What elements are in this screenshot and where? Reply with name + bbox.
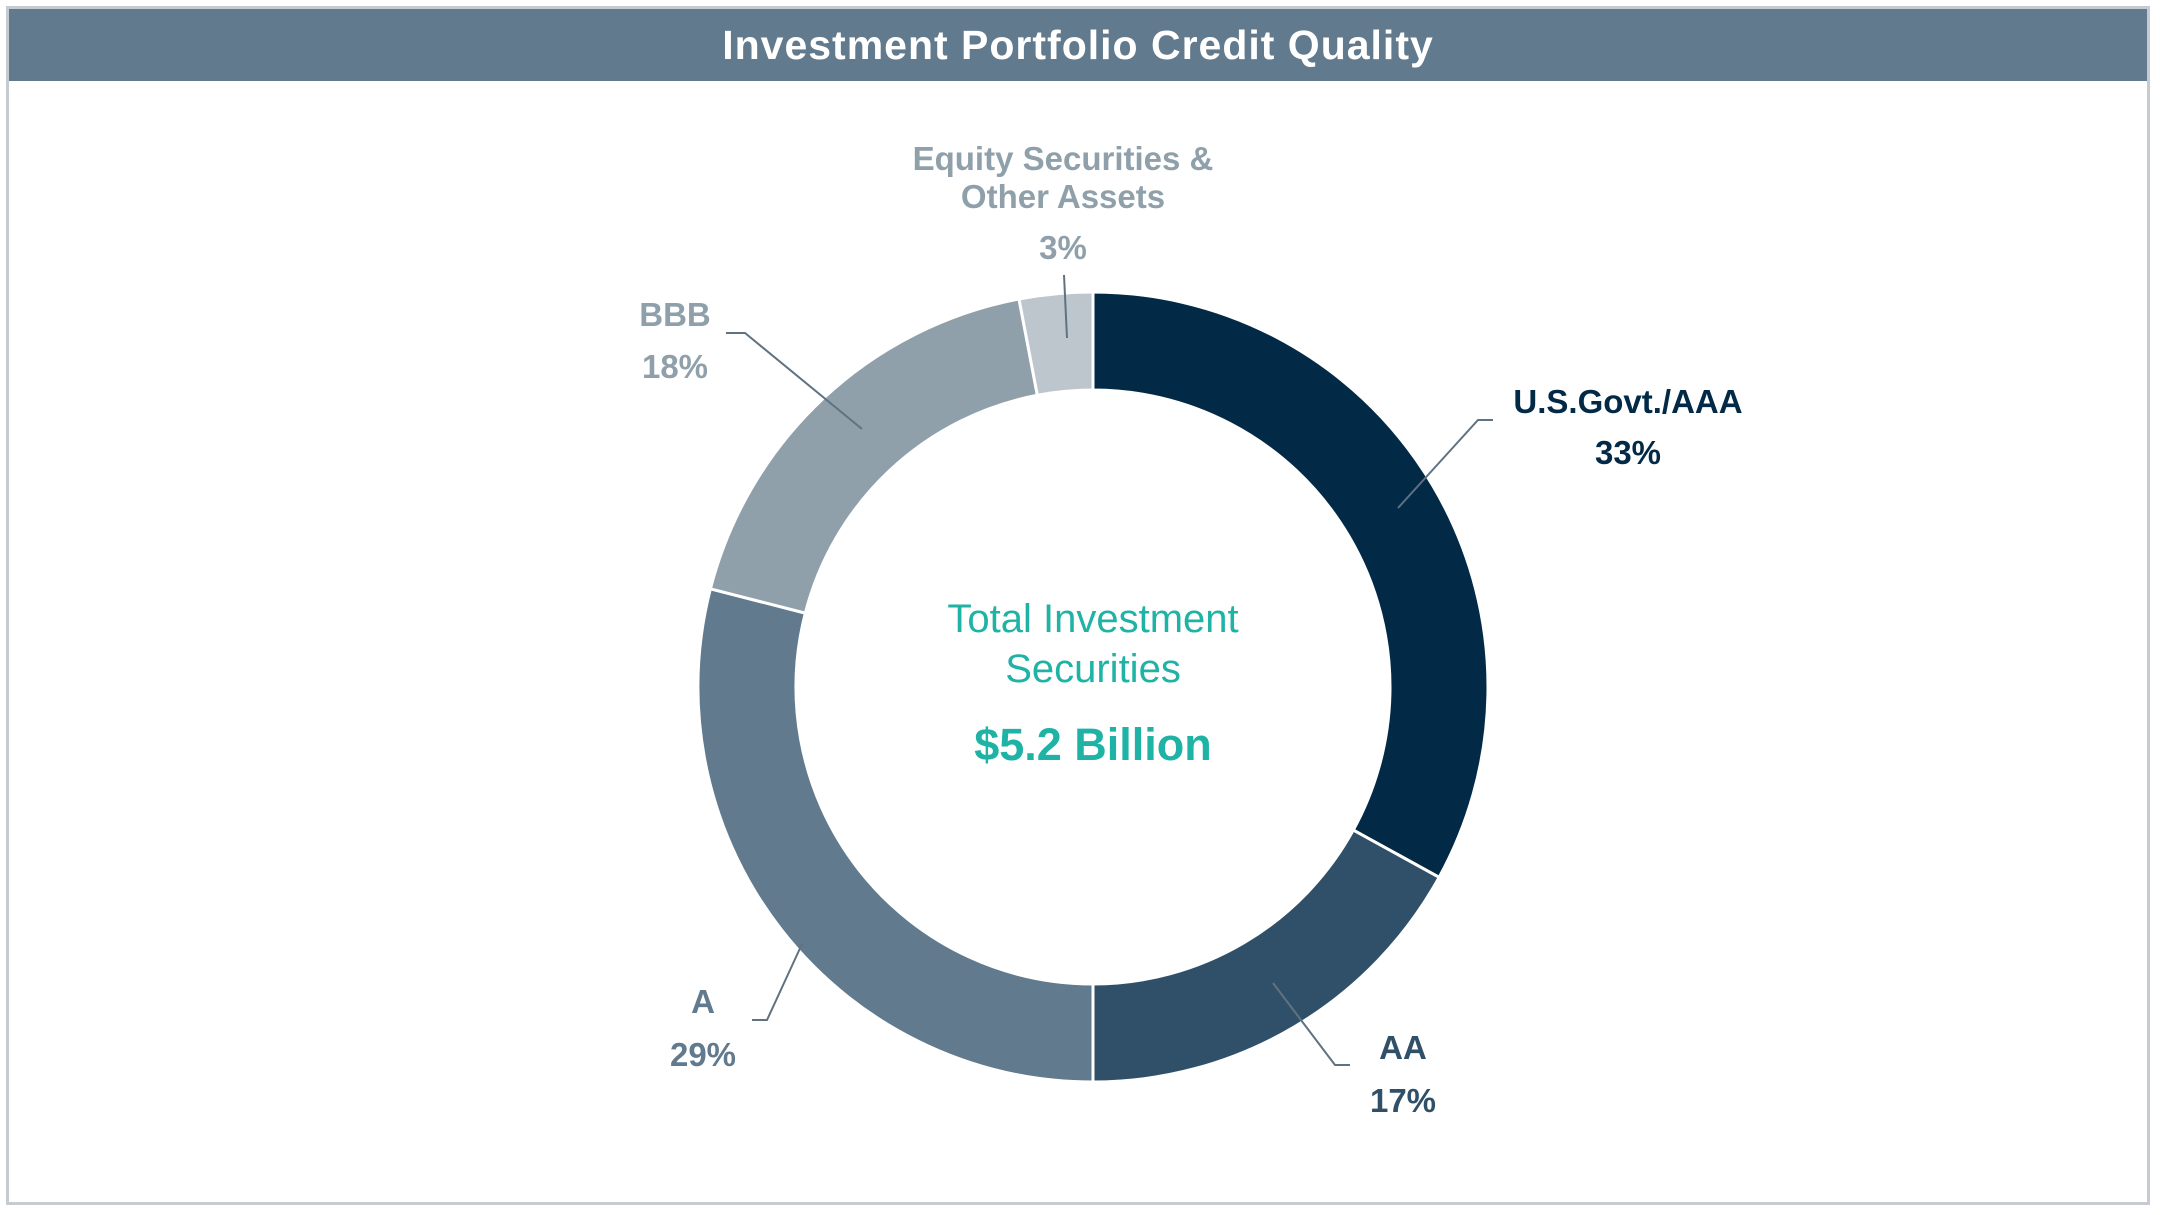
center-total-value: $5.2 Billion	[974, 719, 1212, 770]
center-label-line2: Securities	[1005, 647, 1181, 691]
leader-line-bbb	[726, 332, 863, 430]
slice-a	[696, 586, 1095, 1084]
slice-value-bbb: 18%	[642, 348, 708, 385]
slice-value-us-govt-aaa: 33%	[1595, 434, 1661, 471]
slice-label-aa: AA	[1379, 1029, 1427, 1066]
slice-label-us-govt-aaa: U.S.Govt./AAA	[1513, 383, 1742, 420]
leader-line-equity	[1063, 274, 1068, 339]
leader-line-a	[752, 943, 803, 1021]
slice-value-aa: 17%	[1370, 1082, 1436, 1119]
leader-line-aa	[1272, 982, 1350, 1066]
slice-label-equity-line2: Other Assets	[961, 178, 1165, 215]
slice-labels: U.S.Govt./AAA 33% AA 17% A 29% BBB 18% Equity Se…	[639, 140, 1742, 1119]
slice-label-a: A	[691, 983, 715, 1020]
leader-line-us-govt-aaa	[1397, 419, 1493, 509]
center-label-line1: Total Investment	[947, 597, 1238, 641]
slice-value-equity: 3%	[1039, 229, 1087, 266]
slice-label-bbb: BBB	[639, 296, 711, 333]
leader-lines	[726, 274, 1493, 1066]
slice-us-govt-aaa	[1091, 290, 1490, 880]
donut-slices	[696, 290, 1490, 1084]
slice-value-a: 29%	[670, 1036, 736, 1073]
slice-equity	[1017, 290, 1095, 398]
slice-label-equity-line1: Equity Securities &	[913, 140, 1214, 177]
chart-title: Investment Portfolio Credit Quality	[9, 9, 2147, 81]
